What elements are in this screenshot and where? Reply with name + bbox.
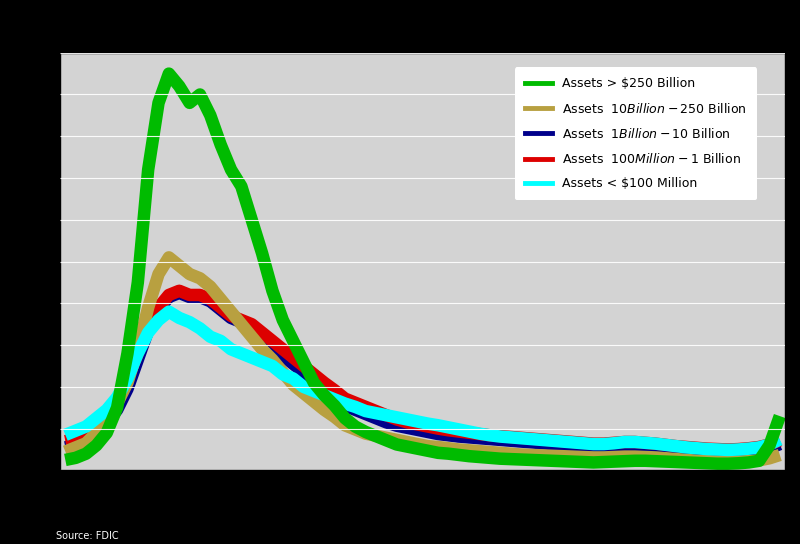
- Legend: Assets > $250 Billion, Assets  $10 Billion - $250 Billion, Assets  $1 Billion - : Assets > $250 Billion, Assets $10 Billio…: [514, 67, 757, 200]
- Title: Bank Non Owner Occupied Nonfarm Nonresidential Loan
Past Due and Nonaccrual Rate: Bank Non Owner Occupied Nonfarm Nonresid…: [189, 15, 657, 47]
- Text: Source: FDIC: Source: FDIC: [56, 530, 118, 541]
- Y-axis label: Percent: Percent: [15, 236, 29, 288]
